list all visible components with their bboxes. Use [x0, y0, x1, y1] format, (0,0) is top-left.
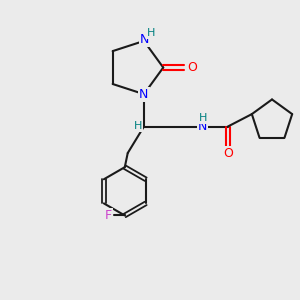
Text: H: H [199, 113, 207, 123]
Text: F: F [104, 209, 112, 222]
Text: N: N [198, 120, 208, 133]
Text: O: O [223, 147, 233, 161]
Text: N: N [140, 33, 149, 46]
Text: N: N [139, 88, 148, 101]
Text: H: H [147, 28, 155, 38]
Text: H: H [134, 121, 142, 131]
Text: O: O [187, 61, 197, 74]
